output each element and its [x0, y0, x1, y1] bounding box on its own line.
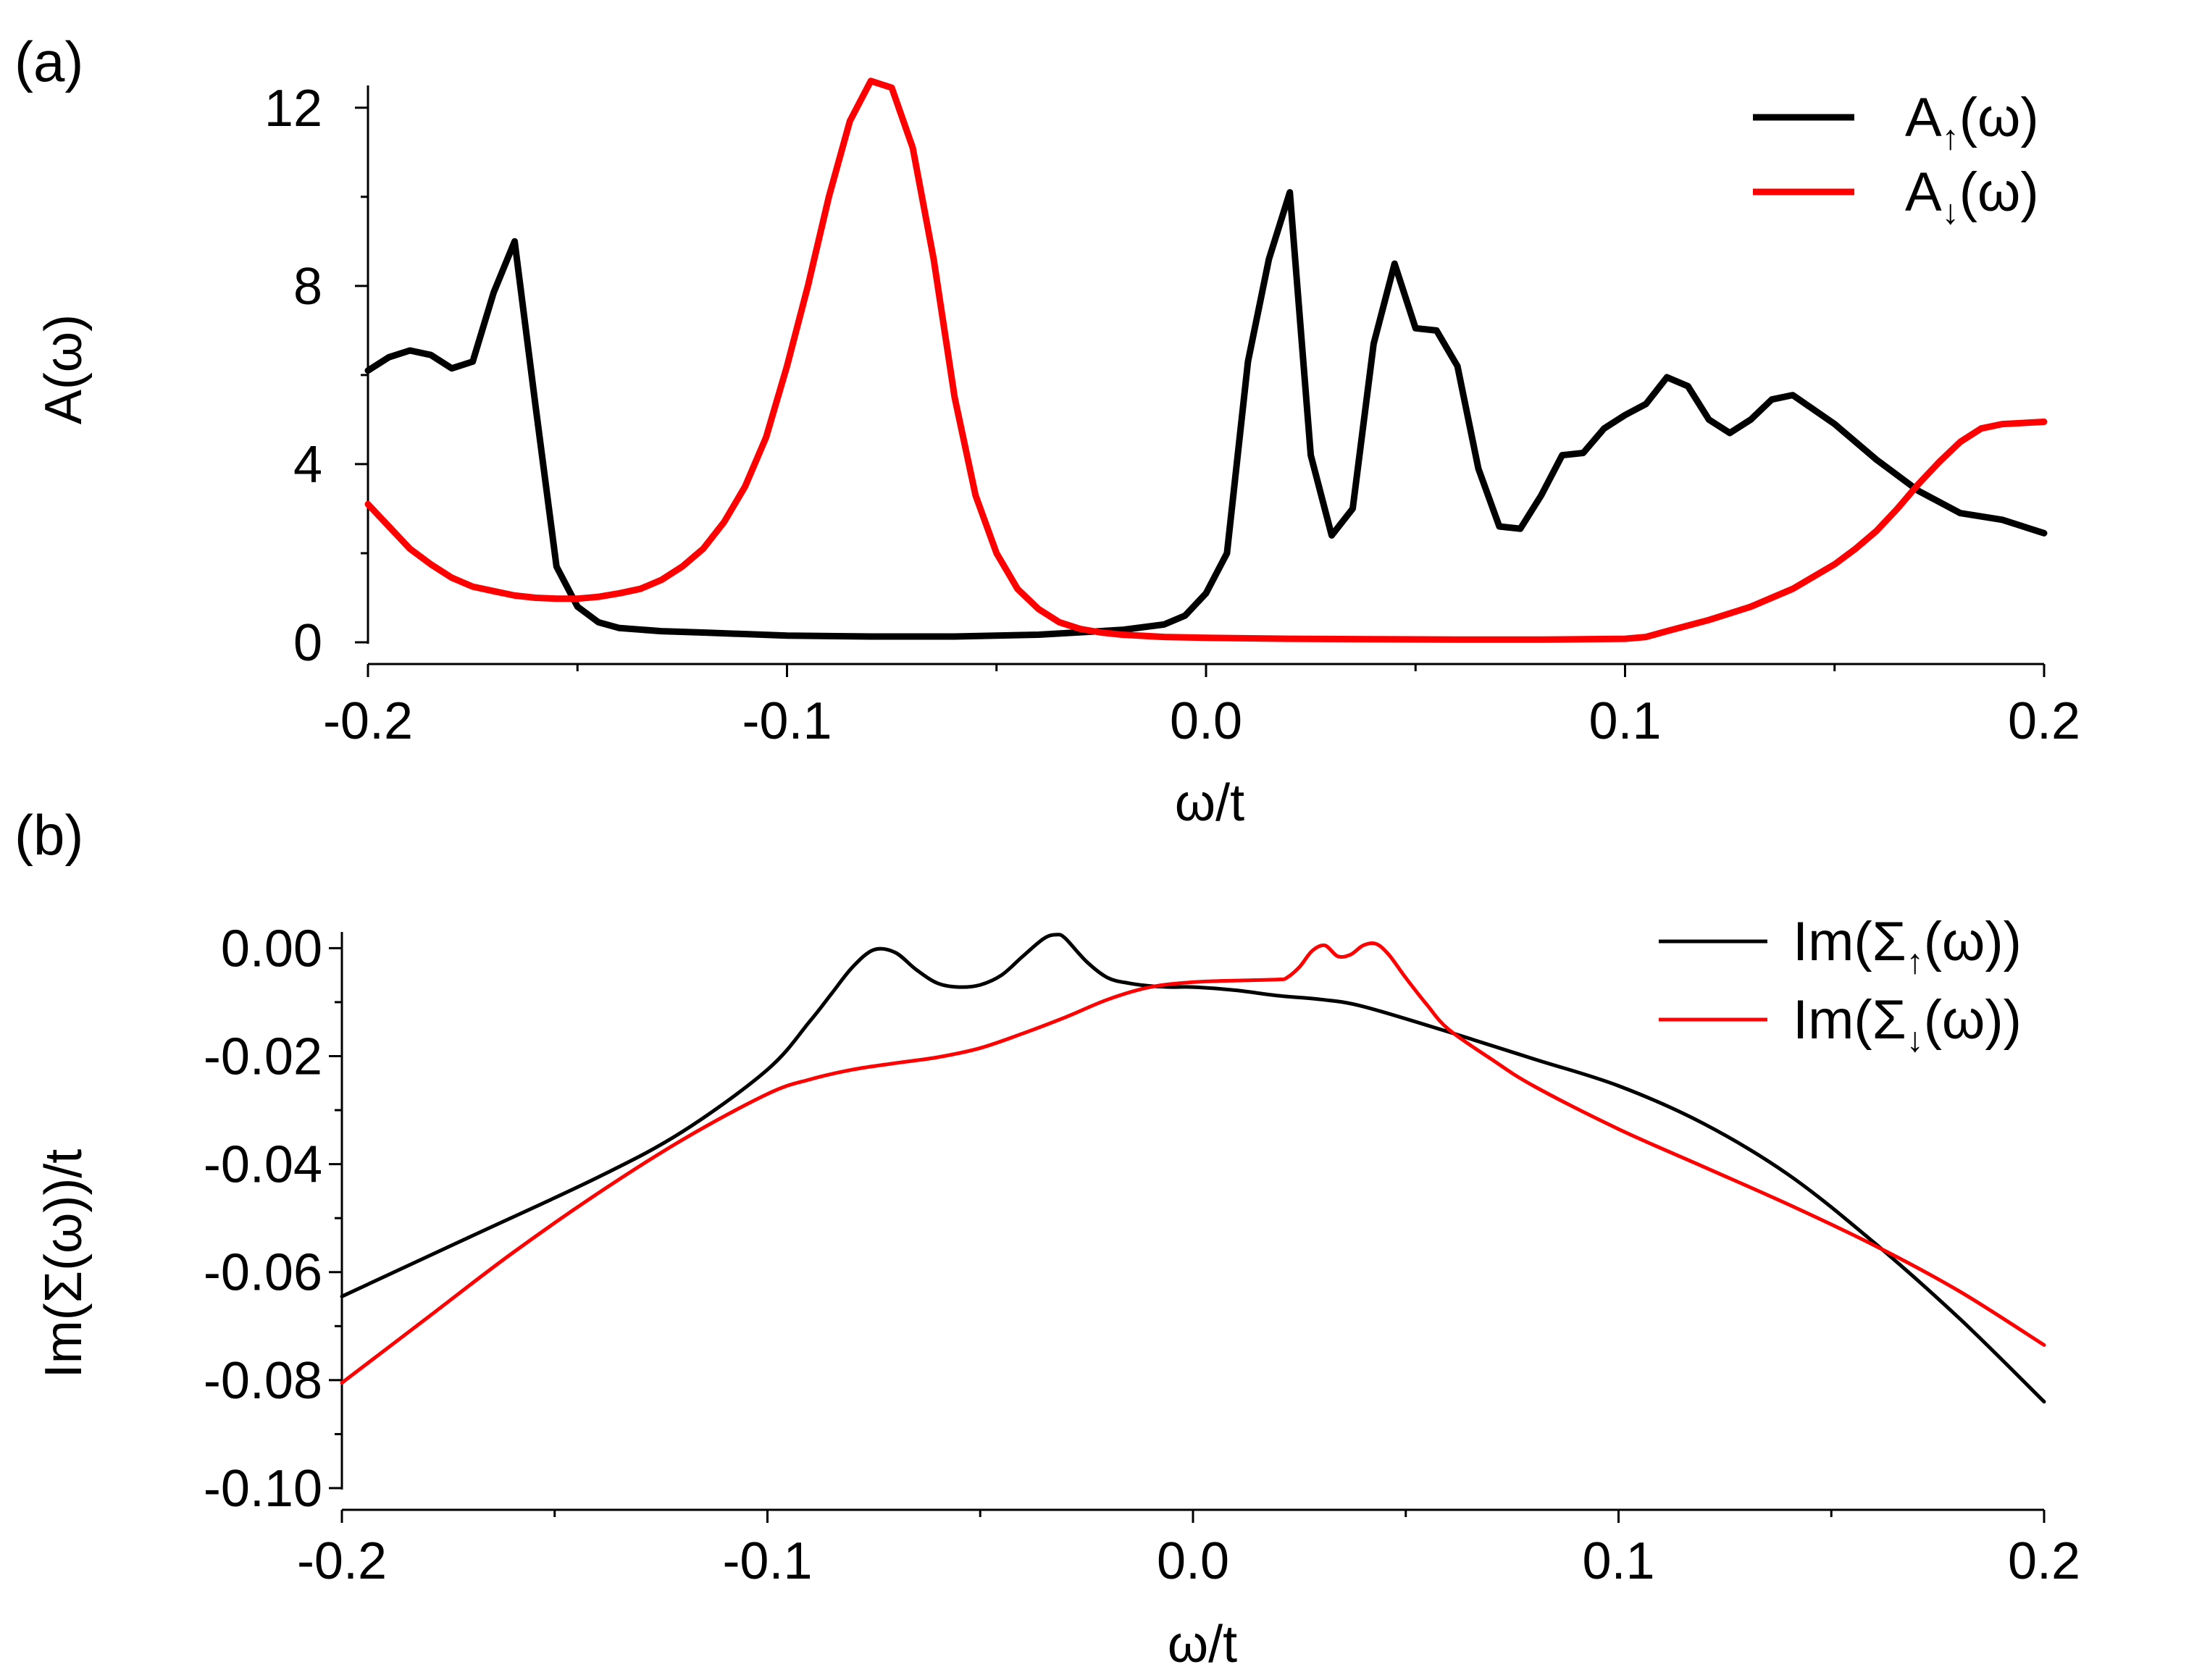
panel-b-axes: -0.2 -0.1 0.0 0.1 0.2 0.00 -0.02 -0.04 -0.06 -0.0… [204, 920, 2080, 1590]
legend-tail-text: (ω)) [1924, 911, 2022, 973]
panel-a-legend-label: A↓(ω) [1905, 161, 2039, 232]
panel-b-y-tick-label: -0.10 [204, 1460, 322, 1518]
panel-b-x-tick-label: 0.2 [2008, 1532, 2080, 1590]
panel-a-legend-label: A↑(ω) [1905, 87, 2039, 157]
panel-b-series-line-down [340, 941, 2046, 1385]
panel-b-legend-label: Im(Σ↓(ω)) [1793, 989, 2022, 1059]
panel-b-y-tick-label: -0.04 [204, 1136, 322, 1194]
panel-a-label: (a) [14, 30, 83, 93]
panel-b-y-tick-label: -0.06 [204, 1244, 322, 1302]
panel-a-x-tick-label: -0.2 [323, 692, 413, 750]
panel-a-x-axis-label: ω/t [1175, 774, 1244, 832]
panel-b-x-tick-label: 0.1 [1582, 1532, 1654, 1590]
panel-b-y-tick-label: -0.08 [204, 1352, 322, 1410]
panel-b-series [340, 933, 2046, 1404]
panel-b-y-tick-label: 0.00 [221, 920, 322, 978]
legend-subscript: ↑ [1906, 943, 1924, 981]
panel-b-legend: Im(Σ↑(ω))Im(Σ↓(ω)) [1659, 911, 2022, 1059]
legend-main-text: A [1905, 161, 1942, 223]
panel-b: (b) Im(Σ(ω))/t ω/t -0.2 -0.1 0.0 0.1 0.2 0.00… [14, 803, 2080, 1673]
legend-subscript: ↓ [1942, 193, 1959, 232]
legend-tail-text: (ω) [1959, 161, 2039, 223]
panel-a-y-tick-label: 0 [293, 614, 322, 672]
panel-a-x-tick-label: 0.2 [2008, 692, 2080, 750]
panel-a-legend: A↑(ω)A↓(ω) [1753, 87, 2039, 232]
legend-tail-text: (ω) [1959, 87, 2039, 148]
legend-main-text: Im(Σ [1793, 989, 1906, 1051]
panel-b-y-axis-label: Im(Σ(ω))/t [35, 1149, 93, 1379]
panel-a-axes: -0.2 -0.1 0.0 0.1 0.2 0 4 8 12 [264, 80, 2080, 750]
legend-main-text: A [1905, 87, 1942, 148]
panel-a-y-tick-label: 12 [264, 80, 322, 138]
panel-a-series-line-up [364, 189, 2048, 640]
panel-b-legend-label: Im(Σ↑(ω)) [1793, 911, 2022, 981]
panel-b-y-tick-label: -0.02 [204, 1028, 322, 1085]
legend-subscript: ↑ [1942, 119, 1959, 157]
panel-a-y-tick-label: 4 [293, 436, 322, 494]
panel-b-x-tick-label: -0.1 [722, 1532, 812, 1590]
panel-a-x-tick-label: -0.1 [742, 692, 832, 750]
panel-b-label: (b) [14, 803, 83, 867]
legend-tail-text: (ω)) [1924, 989, 2022, 1051]
panel-a-y-axis-label: A(ω) [35, 314, 93, 424]
panel-b-x-tick-label: -0.2 [297, 1532, 387, 1590]
panel-a-series [364, 77, 2048, 643]
legend-subscript: ↓ [1906, 1021, 1924, 1059]
legend-main-text: Im(Σ [1793, 911, 1906, 973]
panel-b-series-line-up [340, 933, 2046, 1404]
panel-a-series-line-down [364, 77, 2048, 643]
panel-a-x-tick-label: 0.1 [1588, 692, 1661, 750]
panel-a-x-tick-label: 0.0 [1170, 692, 1242, 750]
panel-a-y-tick-label: 8 [293, 258, 322, 316]
panel-b-x-axis-label: ω/t [1168, 1616, 1237, 1673]
panel-b-x-tick-label: 0.0 [1157, 1532, 1229, 1590]
